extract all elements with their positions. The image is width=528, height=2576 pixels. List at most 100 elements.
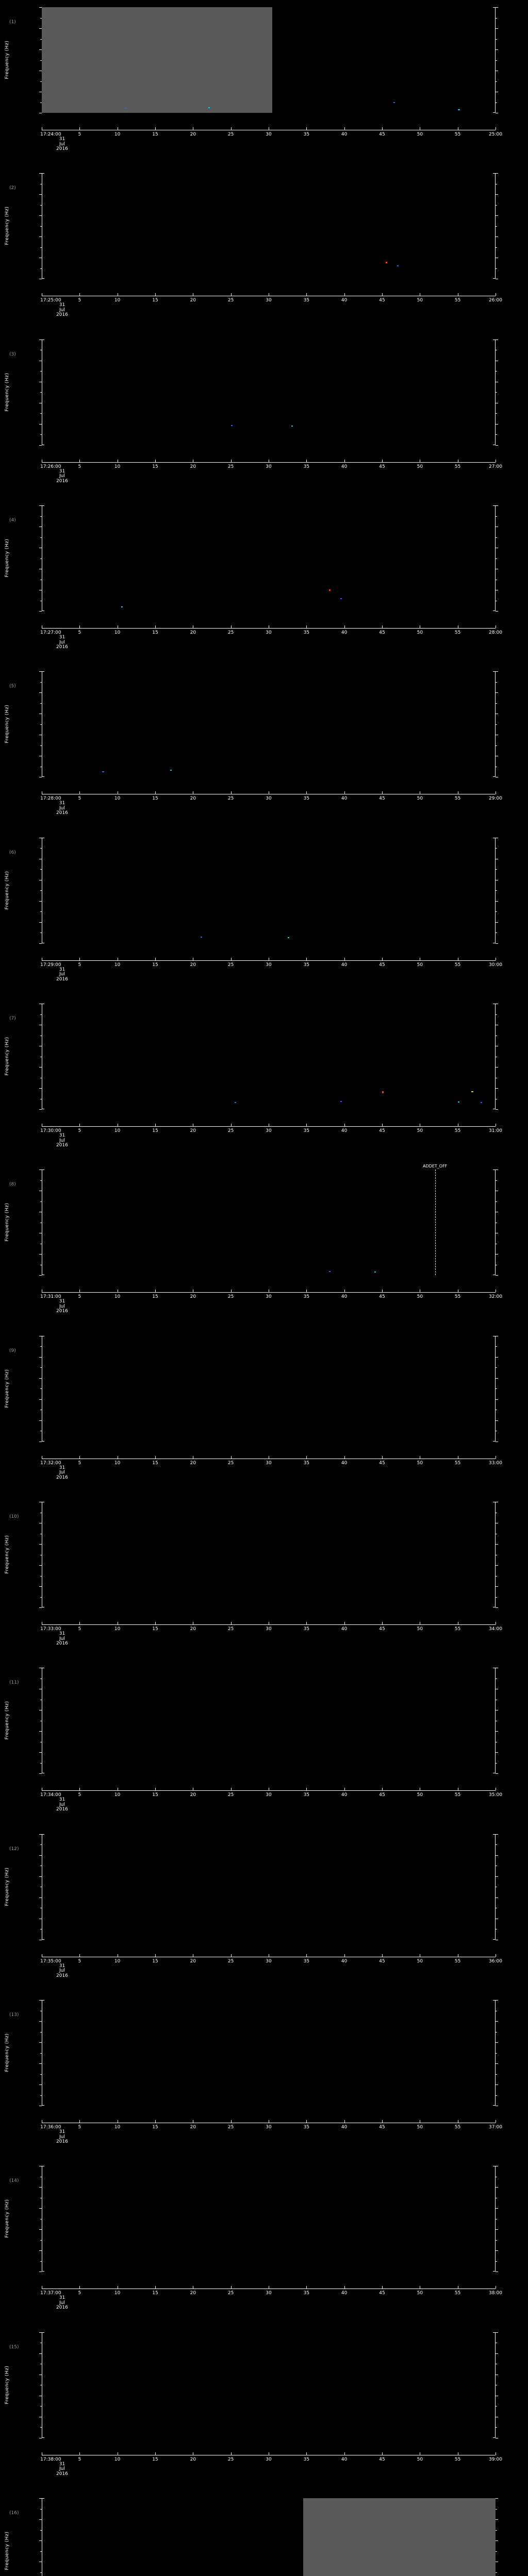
- panel-number: (10): [9, 1514, 19, 1519]
- x-tick: [344, 459, 345, 462]
- x-tick: [79, 459, 80, 462]
- date-line: 31: [59, 635, 65, 640]
- x-tick-label: 30: [266, 298, 272, 303]
- x-tick-label: 17:25:00: [40, 298, 61, 303]
- y-tick-minor: [496, 537, 497, 538]
- y-tick: [496, 1773, 498, 1774]
- x-tick: [155, 957, 156, 960]
- x-tick-label: 10: [114, 2125, 121, 2130]
- y-tick: [39, 943, 42, 944]
- x-tick-label: 20: [190, 2291, 196, 2296]
- x-tick-label: 5: [78, 796, 81, 802]
- y-tick-minor: [40, 2053, 42, 2054]
- date-line: 31: [59, 302, 65, 308]
- axis-spine: [42, 2105, 44, 2106]
- x-tick-label: 30: [266, 1626, 272, 1632]
- x-tick-label: 5: [78, 2125, 81, 2130]
- detection-mark: [480, 1101, 482, 1103]
- detection-mark: [291, 425, 293, 427]
- annotation-label: ADDET_OFF: [423, 1164, 448, 1169]
- y-tick-minor: [40, 1346, 42, 1347]
- y-tick: [39, 1420, 42, 1421]
- x-tick-label: 5: [78, 298, 81, 303]
- date-line: Jul: [59, 2300, 65, 2306]
- x-tick-label: 10: [114, 1958, 121, 1964]
- x-tick-label: 15: [152, 132, 158, 137]
- date-line: 2016: [56, 645, 68, 650]
- y-tick: [496, 1565, 498, 1566]
- x-tick-label: 15: [152, 464, 158, 469]
- panel-number: (6): [9, 850, 16, 855]
- y-tick: [39, 1607, 42, 1608]
- x-tick-label: 10: [114, 2291, 121, 2296]
- x-tick: [344, 2452, 345, 2455]
- x-tick-label: 17:34:00: [40, 1792, 61, 1798]
- x-tick-label: 40: [341, 1128, 348, 1133]
- y-tick: [496, 2250, 498, 2251]
- y-tick: [39, 2229, 42, 2230]
- axis-spine: [493, 776, 496, 777]
- y-tick: [496, 2000, 498, 2001]
- date-line: 2016: [56, 146, 68, 151]
- x-tick-label: 55: [454, 796, 461, 802]
- x-tick-label: 10: [114, 1626, 121, 1632]
- x-tick: [344, 1788, 345, 1791]
- x-tick-label: 55: [454, 2456, 461, 2462]
- date-line: Jul: [59, 1303, 65, 1309]
- x-tick-label: 35: [303, 1626, 310, 1632]
- spectrogram-panel: (10) Frequency (Hz) 02004006008001000 17:33…: [0, 1495, 528, 1661]
- plot-area: 02004006008001000: [39, 7, 498, 113]
- x-tick-label: 25: [227, 1792, 234, 1798]
- panel-number: (8): [9, 1182, 16, 1188]
- x-tick: [230, 127, 232, 130]
- x-tick-label: 40: [341, 1626, 348, 1632]
- y-tick-minor: [40, 1597, 42, 1598]
- y-tick: [496, 2084, 498, 2085]
- x-tick-label: 25:00: [489, 132, 502, 137]
- x-tick: [306, 1788, 307, 1791]
- y-tick: [39, 2000, 42, 2001]
- x-tick-label: 10: [114, 2456, 121, 2462]
- y-tick-minor: [496, 1346, 497, 1347]
- y-tick: [496, 2187, 498, 2188]
- x-tick-label: 20: [190, 1294, 196, 1300]
- y-tick: [39, 901, 42, 902]
- x-tick-label: 35: [303, 1792, 310, 1798]
- date-stack: 31 Jul 2016: [56, 137, 68, 152]
- y-tick: [496, 1607, 498, 1608]
- spectrogram-panel: (6) Frequency (Hz) 02004006008001000 17:29:…: [0, 830, 528, 996]
- x-tick-label: 45: [379, 1294, 385, 1300]
- y-tick-minor: [496, 2572, 497, 2573]
- x-tick-label: 17:31:00: [40, 1294, 61, 1300]
- x-tick: [344, 1290, 345, 1293]
- x-tick-label: 30:00: [489, 962, 502, 968]
- x-tick-label: 50: [417, 1626, 423, 1632]
- x-tick-label: 27:00: [489, 464, 502, 469]
- x-tick: [382, 1290, 383, 1293]
- axis-spine: [495, 1004, 496, 1109]
- axis-spine: [42, 2498, 44, 2499]
- y-tick-minor: [40, 392, 42, 393]
- x-tick-label: 25: [227, 298, 234, 303]
- date-line: Jul: [59, 141, 65, 147]
- x-tick-label: 5: [78, 1958, 81, 1964]
- y-axis-label: Frequency (Hz): [5, 1701, 10, 1740]
- x-tick: [306, 1124, 307, 1126]
- x-tick-label: 5: [78, 1460, 81, 1466]
- x-tick: [306, 127, 307, 130]
- x-tick-label: 50: [417, 630, 423, 635]
- y-tick: [496, 1586, 498, 1587]
- axis-spine: [493, 505, 496, 506]
- x-tick: [382, 791, 383, 794]
- date-line: Jul: [59, 1470, 65, 1476]
- detection-mark: [208, 107, 210, 109]
- panel-number: (14): [9, 2178, 19, 2184]
- x-tick-label: 20: [190, 1626, 196, 1632]
- x-tick: [306, 957, 307, 960]
- x-tick-label: 50: [417, 1128, 423, 1133]
- y-tick: [39, 1088, 42, 1089]
- y-tick: [39, 1876, 42, 1877]
- detection-mark: [201, 937, 202, 938]
- x-tick-label: 30: [266, 1792, 272, 1798]
- detection-mark: [329, 1271, 331, 1273]
